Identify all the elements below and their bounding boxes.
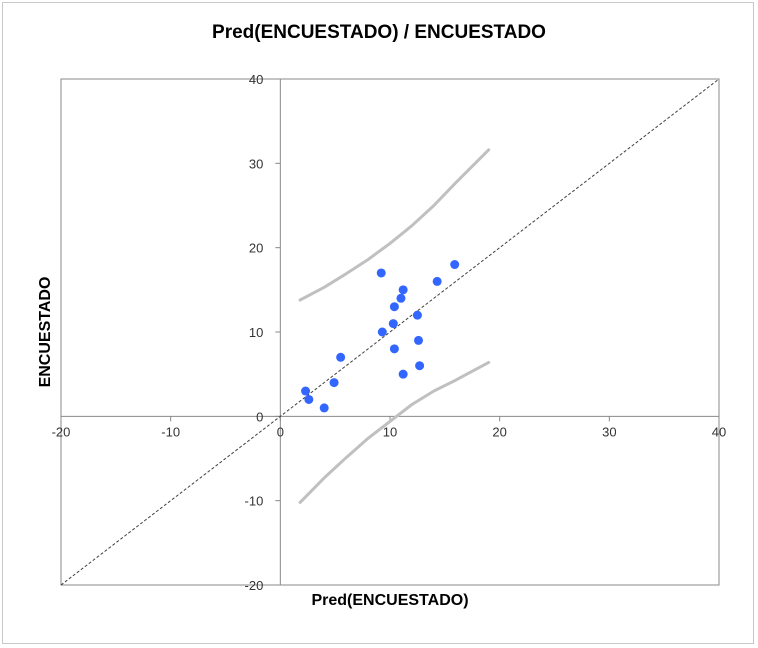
data-point bbox=[412, 310, 422, 320]
data-point bbox=[304, 394, 314, 404]
x-tick-label: 20 bbox=[492, 424, 506, 439]
plot-area bbox=[60, 78, 720, 586]
y-tick-label: 40 bbox=[249, 72, 263, 87]
axes-layer bbox=[60, 78, 720, 586]
data-point bbox=[301, 386, 311, 396]
data-points bbox=[301, 260, 460, 413]
x-axis-title: Pred(ENCUESTADO) bbox=[311, 592, 469, 609]
data-point bbox=[388, 319, 398, 329]
tick-labels: -20 -10 0 10 20 30 40 -20 -10 0 10 20 30 40 bbox=[52, 72, 727, 593]
x-tick-label: 40 bbox=[712, 424, 726, 439]
data-point bbox=[398, 369, 408, 379]
y-tick-label: -20 bbox=[245, 578, 264, 593]
data-point bbox=[414, 335, 424, 345]
chart-title: Pred(ENCUESTADO) / ENCUESTADO bbox=[212, 22, 546, 43]
data-point bbox=[329, 378, 339, 388]
upper-confidence-band bbox=[298, 148, 491, 302]
data-point bbox=[432, 276, 442, 286]
lower-confidence-band bbox=[298, 360, 491, 504]
x-tick-label: 30 bbox=[602, 424, 616, 439]
x-tick-label: 10 bbox=[383, 424, 397, 439]
reference-line bbox=[60, 78, 720, 586]
data-point bbox=[319, 403, 329, 413]
data-point bbox=[336, 352, 346, 362]
data-point bbox=[450, 260, 460, 270]
data-point bbox=[377, 327, 387, 337]
y-tick-label: -10 bbox=[245, 494, 264, 509]
x-tick-label: -20 bbox=[52, 424, 71, 439]
y-tick-label: 10 bbox=[249, 325, 263, 340]
data-point bbox=[396, 293, 406, 303]
data-point bbox=[376, 268, 386, 278]
x-tick-label: -10 bbox=[161, 424, 180, 439]
y-tick-label: 20 bbox=[249, 241, 263, 256]
y-tick-label: 30 bbox=[249, 156, 263, 171]
y-tick-label: 0 bbox=[256, 409, 263, 424]
reference-line-layer bbox=[60, 78, 720, 586]
x-tick-label: 0 bbox=[277, 424, 284, 439]
y-axis-title: ENCUESTADO bbox=[37, 276, 54, 388]
data-point bbox=[389, 302, 399, 312]
confidence-bands bbox=[298, 148, 491, 504]
data-point bbox=[398, 285, 408, 295]
data-point bbox=[415, 361, 425, 371]
data-point bbox=[389, 344, 399, 354]
